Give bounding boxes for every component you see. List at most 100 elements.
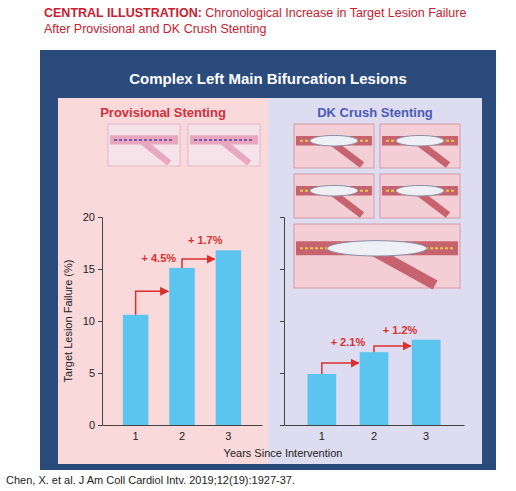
x-tick: 1: [133, 425, 139, 442]
bar: [169, 268, 195, 425]
panel-background: [58, 98, 268, 464]
y-tick: [280, 373, 284, 374]
panel-title: Provisional Stenting: [100, 105, 226, 120]
schematic-frame: [380, 124, 460, 168]
y-tick: [280, 269, 284, 270]
axis-line: [103, 425, 263, 426]
y-tick-label: 20: [83, 211, 95, 223]
y-tick-mark: [280, 269, 284, 270]
x-axis: 1 2 3: [285, 425, 465, 442]
y-tick-label: 5: [89, 367, 95, 379]
box-title: Complex Left Main Bifurcation Lesions: [129, 70, 407, 87]
y-tick: 0: [89, 419, 102, 431]
annotation-label: + 1.7%: [188, 234, 223, 246]
x-tick: 1: [319, 425, 325, 442]
y-tick: 15: [83, 263, 102, 275]
schematic-balloon: [310, 185, 358, 196]
panel: Provisional Stenting 0 5 10 15 20 1 2 3 + 4.5% + 1…: [62, 105, 342, 459]
annotation-arrow: [322, 363, 359, 374]
axis-line: [285, 425, 465, 426]
y-tick-label: 10: [83, 315, 95, 327]
schematic-frame: [294, 224, 460, 288]
y-tick-mark: [98, 321, 102, 322]
x-tick: 2: [371, 425, 377, 442]
schematic: [380, 174, 460, 218]
y-tick: [280, 321, 284, 322]
y-tick: [280, 217, 284, 218]
annotation-label: + 1.2%: [383, 324, 418, 336]
schematic: [380, 124, 460, 168]
y-tick-label: 0: [89, 419, 95, 431]
y-tick: 5: [89, 367, 102, 379]
schematic: [294, 174, 374, 218]
y-tick-mark: [98, 269, 102, 270]
bar: [216, 250, 242, 425]
annotation-label: + 2.1%: [331, 336, 366, 348]
x-tick: 2: [179, 425, 185, 442]
x-tick-label: 3: [225, 430, 231, 442]
y-axis: 0 5 10 15 20: [83, 211, 103, 431]
schematic-vessel: [296, 241, 458, 255]
schematic-branch: [220, 140, 249, 163]
schematic-balloon: [310, 135, 358, 146]
schematic-stent: [114, 139, 174, 141]
schematic-frame: [380, 174, 460, 218]
y-tick-label: 15: [83, 263, 95, 275]
y-tick-mark: [280, 321, 284, 322]
y-tick-mark: [98, 217, 102, 218]
x-tick-label: 1: [133, 430, 139, 442]
annotation-label: + 4.5%: [142, 252, 177, 264]
panel-title: DK Crush Stenting: [317, 105, 433, 120]
x-axis: 1 2 3: [103, 425, 263, 442]
bar: [307, 374, 336, 425]
panel-background: [268, 98, 482, 464]
schematic-vessel: [382, 186, 458, 196]
y-axis: [280, 218, 285, 426]
y-tick: 10: [83, 315, 102, 327]
y-tick-mark: [98, 425, 102, 426]
schematic-vessel: [296, 136, 372, 146]
x-tick-label: 1: [319, 430, 325, 442]
annotation-arrow: [136, 291, 169, 314]
figure: Complex Left Main Bifurcation Lesions Pro…: [0, 0, 516, 491]
y-tick-mark: [280, 425, 284, 426]
outer-box: [40, 50, 496, 470]
spacer: [202, 6, 205, 20]
schematic-balloon: [327, 241, 427, 256]
x-tick: 3: [225, 425, 231, 442]
schematic-frame: [108, 124, 180, 166]
y-tick: 20: [83, 211, 102, 223]
header: CENTRAL ILLUSTRATION: Chronological Incr…: [44, 5, 484, 37]
schematic: [188, 124, 260, 166]
bar: [360, 352, 389, 425]
schematic-balloon: [396, 185, 444, 196]
annotation-arrow: [374, 346, 411, 352]
y-tick-mark: [280, 217, 284, 218]
citation: Chen, X. et al. J Am Coll Cardiol Intv. …: [6, 474, 295, 486]
x-tick-label: 2: [371, 430, 377, 442]
schematic-balloon: [396, 135, 444, 146]
panel: DK Crush Stenting 1 2 3 + 2.1% + 1.2%: [280, 105, 465, 442]
annotation-arrow: [182, 259, 215, 268]
bar: [123, 315, 149, 425]
schematic: [294, 224, 460, 288]
axis-line: [280, 218, 285, 426]
annotations: + 2.1% + 1.2%: [322, 324, 418, 374]
schematic-vessel: [296, 186, 372, 196]
x-tick: 3: [423, 425, 429, 442]
y-tick-mark: [98, 373, 102, 374]
schematic: [294, 124, 374, 168]
schematic-frame: [188, 124, 260, 166]
schematic: [108, 124, 180, 166]
axis-line: [98, 218, 103, 426]
bars: [123, 250, 241, 425]
schematic-branch: [140, 140, 169, 163]
bar: [412, 340, 441, 425]
x-axis-title: Years Since Intervention: [224, 447, 343, 459]
y-tick-mark: [280, 373, 284, 374]
bars: [307, 340, 440, 425]
x-tick-label: 3: [423, 430, 429, 442]
header-label: CENTRAL ILLUSTRATION:: [44, 6, 202, 20]
schematic-stent: [194, 139, 254, 141]
annotations: + 4.5% + 1.7%: [136, 234, 223, 314]
